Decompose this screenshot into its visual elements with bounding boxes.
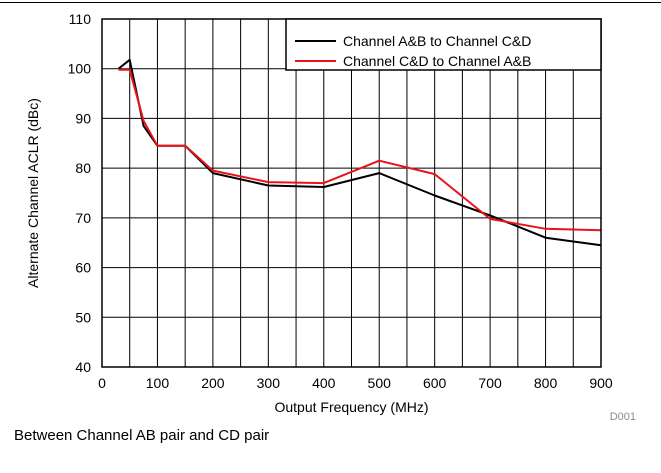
y-tick-label: 100 [68, 61, 92, 77]
y-tick-label: 50 [75, 309, 91, 325]
x-tick-label: 0 [98, 375, 106, 391]
legend-box [285, 18, 602, 71]
series-line-ab-to-cd [117, 58, 602, 247]
y-tick-label: 90 [75, 110, 91, 126]
y-tick-label: 80 [75, 160, 91, 176]
x-axis-label: Output Frequency (MHz) [274, 399, 428, 415]
legend-entry-ab-to-cd: Channel A&B to Channel C&D [343, 33, 531, 49]
series-line-cd-to-ab [118, 68, 602, 232]
x-tick-label: 800 [534, 375, 558, 391]
x-tick-label: 200 [201, 375, 225, 391]
x-tick-label: 500 [368, 375, 392, 391]
y-tick-label: 60 [75, 260, 91, 276]
y-axis-label: Alternate Channel ACLR (dBc) [25, 98, 41, 288]
grid [102, 19, 601, 367]
x-tick-label: 400 [312, 375, 336, 391]
y-tick-label: 110 [69, 11, 92, 27]
x-tick-label: 300 [257, 375, 281, 391]
legend: Channel A&B to Channel C&D Channel C&D t… [285, 18, 602, 71]
top-rule [0, 2, 661, 3]
series-layer [117, 58, 602, 247]
y-tick-label: 70 [75, 210, 91, 226]
y-tick-label: 40 [75, 359, 91, 375]
x-tick-label: 600 [423, 375, 447, 391]
tick-labels: 0 100 200 300 400 500 600 700 800 900 40 50 60 70 80 90… [68, 11, 613, 391]
x-tick-label: 100 [146, 375, 170, 391]
x-tick-label: 900 [589, 375, 613, 391]
legend-entry-cd-to-ab: Channel C&D to Channel A&B [343, 53, 531, 69]
figure-id: D001 [610, 411, 636, 423]
figure-caption: Between Channel AB pair and CD pair [14, 427, 270, 444]
x-tick-label: 700 [478, 375, 502, 391]
